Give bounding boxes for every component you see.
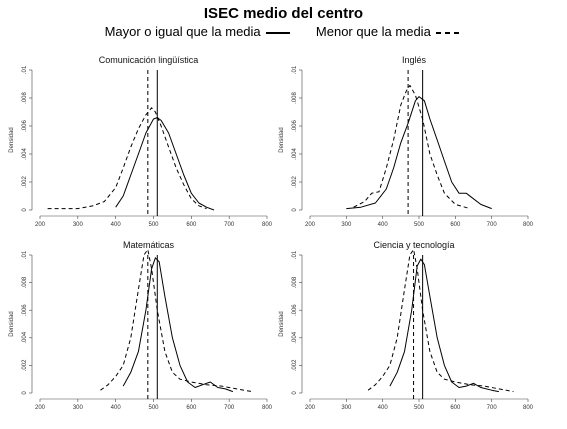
panel-title: Comunicación lingüística xyxy=(99,55,199,65)
x-tick-label: 200 xyxy=(305,405,316,411)
y-axis-label: Densidad xyxy=(279,127,285,152)
x-tick-label: 600 xyxy=(186,405,197,411)
y-axis-label: Densidad xyxy=(9,311,15,336)
figure-title: ISEC medio del centro xyxy=(203,5,364,22)
x-tick-label: 500 xyxy=(414,222,425,228)
x-tick-label: 600 xyxy=(450,405,461,411)
x-tick-label: 300 xyxy=(341,222,352,228)
y-tick-label: .004 xyxy=(22,331,28,343)
x-tick-label: 400 xyxy=(378,222,389,228)
solid-line-swatch xyxy=(266,31,291,34)
y-tick-label: .002 xyxy=(22,359,28,371)
density-line-solid xyxy=(346,96,492,210)
x-tick-label: 800 xyxy=(262,222,273,228)
y-tick-label: .002 xyxy=(22,176,28,188)
y-tick-label: .01 xyxy=(292,250,298,259)
x-tick-label: 300 xyxy=(73,405,84,411)
density-line-solid xyxy=(389,258,499,393)
x-tick-label: 700 xyxy=(224,222,235,228)
y-tick-label: 0 xyxy=(22,391,28,395)
panel-title: Inglés xyxy=(402,55,427,65)
y-tick-label: .01 xyxy=(22,65,28,74)
y-tick-label: .008 xyxy=(22,92,28,104)
x-tick-label: 300 xyxy=(341,405,352,411)
y-axis-label: Densidad xyxy=(279,311,285,336)
x-tick-label: 200 xyxy=(305,222,316,228)
y-tick-label: 0 xyxy=(292,208,298,212)
y-tick-label: .004 xyxy=(292,331,298,343)
x-tick-label: 200 xyxy=(35,222,46,228)
legend-label-dashed: Menor que la media xyxy=(315,24,431,39)
legend-item-dashed: Menor que la media xyxy=(316,24,463,39)
density-line-dashed xyxy=(367,249,514,393)
density-line-dashed xyxy=(100,249,252,393)
panel-title: Matemáticas xyxy=(123,240,175,250)
x-tick-label: 600 xyxy=(186,222,197,228)
x-tick-label: 400 xyxy=(111,222,122,228)
y-tick-label: .01 xyxy=(22,250,28,259)
x-tick-label: 700 xyxy=(224,405,235,411)
x-tick-label: 400 xyxy=(378,405,389,411)
x-tick-label: 700 xyxy=(487,405,498,411)
legend-item-solid: Mayor o igual que la media xyxy=(105,24,293,39)
density-line-solid xyxy=(115,117,215,211)
dashed-line-swatch xyxy=(436,31,461,34)
y-tick-label: 0 xyxy=(292,391,298,395)
density-line-dashed xyxy=(353,84,471,210)
legend-label-solid: Mayor o igual que la media xyxy=(104,24,261,39)
y-tick-label: .008 xyxy=(22,276,28,288)
x-tick-label: 700 xyxy=(487,222,498,228)
x-tick-label: 600 xyxy=(450,222,461,228)
x-tick-label: 300 xyxy=(73,222,84,228)
y-tick-label: .006 xyxy=(22,304,28,316)
x-tick-label: 400 xyxy=(111,405,122,411)
x-tick-label: 500 xyxy=(414,405,425,411)
x-tick-label: 800 xyxy=(262,405,273,411)
y-tick-label: .006 xyxy=(292,120,298,132)
x-tick-label: 500 xyxy=(148,405,159,411)
y-tick-label: .002 xyxy=(292,359,298,371)
x-tick-label: 800 xyxy=(523,405,534,411)
y-tick-label: 0 xyxy=(22,208,28,212)
density-line-dashed xyxy=(47,107,207,210)
y-tick-label: .002 xyxy=(292,176,298,188)
y-axis-label: Densidad xyxy=(9,127,15,152)
y-tick-label: .004 xyxy=(292,148,298,160)
y-tick-label: .006 xyxy=(22,120,28,132)
panel-title: Ciencia y tecnología xyxy=(373,240,454,250)
legend: Mayor o igual que la media Menor que la … xyxy=(0,24,567,39)
y-tick-label: .01 xyxy=(292,65,298,74)
x-tick-label: 800 xyxy=(523,222,534,228)
x-tick-label: 200 xyxy=(35,405,46,411)
density-line-solid xyxy=(122,257,234,393)
x-tick-label: 500 xyxy=(148,222,159,228)
y-tick-label: .008 xyxy=(292,92,298,104)
y-tick-label: .004 xyxy=(22,148,28,160)
y-tick-label: .006 xyxy=(292,304,298,316)
y-tick-label: .008 xyxy=(292,276,298,288)
